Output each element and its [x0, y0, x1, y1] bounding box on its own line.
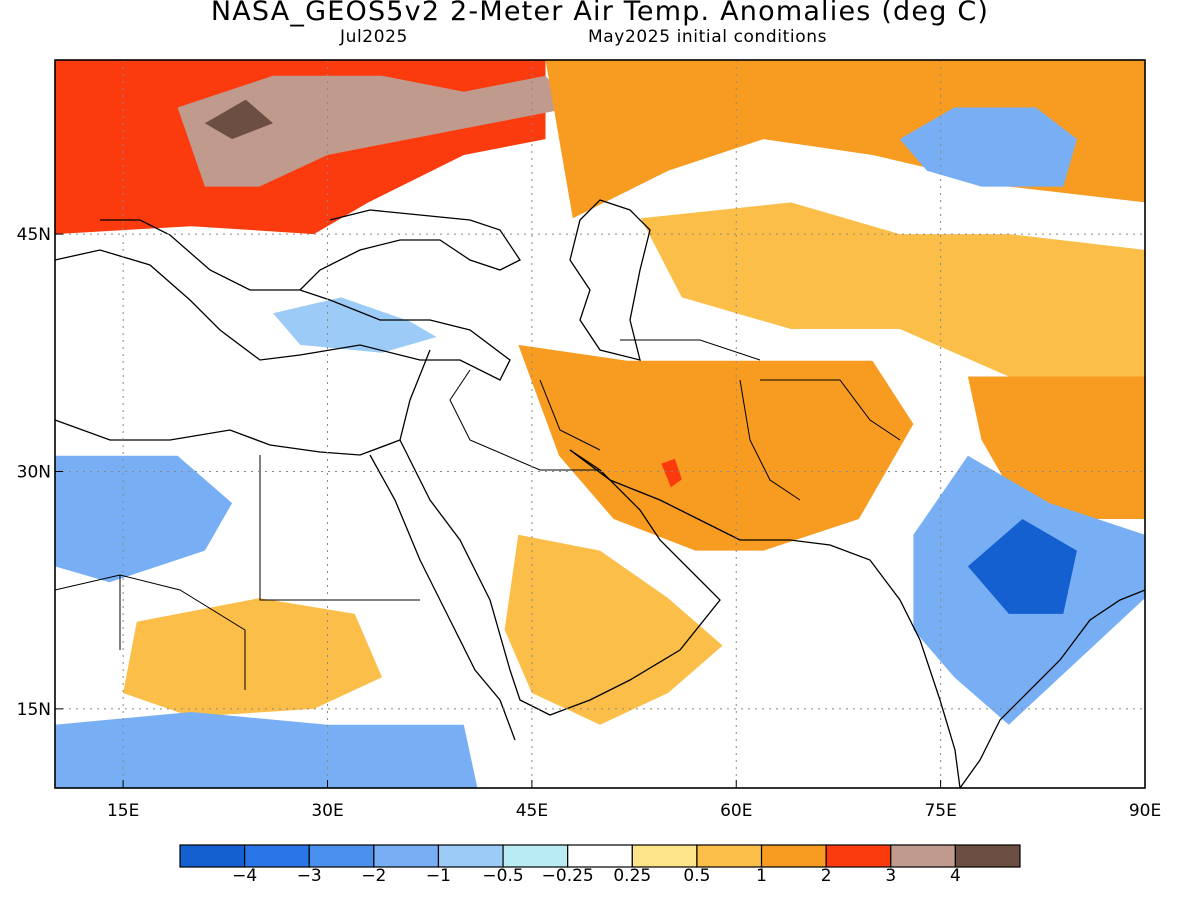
colorbar-swatch: [631, 844, 698, 868]
colorbar-swatch: [308, 844, 375, 868]
colorbar-swatch: [954, 844, 1021, 868]
colorbar-swatch: [760, 844, 827, 868]
colorbar-swatch: [696, 844, 763, 868]
lat-tick-label: 30N: [17, 462, 51, 482]
colorbar-swatch: [373, 844, 440, 868]
colorbar-swatch: [502, 844, 569, 868]
lon-tick-label: 90E: [1129, 801, 1161, 821]
anomaly-region-north-africa-blue: [55, 455, 233, 583]
colorbar-label: −4: [232, 866, 258, 886]
lon-tick-label: 15E: [107, 801, 139, 821]
coastline: [54, 219, 511, 381]
lon-tick-label: 60E: [720, 801, 752, 821]
map-frame: [54, 59, 1146, 789]
colorbar-swatch: [179, 844, 246, 868]
colorbar: [179, 844, 1021, 868]
colorbar-label: −0.25: [541, 866, 594, 886]
anomaly-region-ukraine-max: [204, 99, 273, 140]
colorbar-label: 0.25: [613, 866, 652, 886]
colorbar-label: −2: [361, 866, 387, 886]
valid-month: Jul2025: [340, 27, 408, 47]
anomaly-region-turkey-blue: [273, 297, 437, 353]
anomaly-region-east-africa-blue: [55, 712, 478, 788]
coastline: [54, 349, 431, 456]
lon-tick-label: 30E: [311, 801, 343, 821]
lon-tick-label: 45E: [516, 801, 548, 821]
country-border: [54, 339, 901, 690]
lat-tick-label: 45N: [17, 225, 51, 245]
coastline: [569, 449, 961, 789]
colorbar-label: 4: [949, 866, 961, 886]
axis-ticks: 15E 30E 45E 60E 75E 90E 45N 30N 15N: [17, 225, 1162, 821]
anomaly-region-arabia: [504, 534, 723, 725]
colorbar-label: 0.5: [683, 866, 711, 886]
coastline: [569, 199, 651, 361]
colorbar-swatch: [825, 844, 892, 868]
colorbar-swatch: [567, 844, 633, 868]
colorbar-label: 3: [885, 866, 897, 886]
colorbar-label: −1: [425, 866, 451, 886]
coastline: [959, 589, 1146, 789]
anomaly-region-iran-afghan: [518, 344, 914, 551]
colorbar-swatch: [437, 844, 504, 868]
lat-tick-label: 15N: [17, 700, 51, 720]
coastline: [299, 209, 521, 291]
anomaly-region-mongolia-blue: [899, 107, 1077, 187]
anomaly-region-central-asia-orange: [640, 202, 1145, 377]
colorbar-swatch: [890, 844, 956, 868]
map-title: NASA_GEOS5v2 2-Meter Air Temp. Anomalies…: [210, 0, 990, 27]
colorbar-label: 1: [756, 866, 767, 886]
coastline: [369, 454, 516, 741]
colorbar-swatch: [244, 844, 310, 868]
coastlines: [54, 199, 1146, 789]
lat-lon-grid: [55, 60, 1145, 788]
anomaly-region-sahel-orange: [123, 598, 382, 717]
colorbar-label: 2: [820, 866, 832, 886]
colorbar-label: −3: [296, 866, 322, 886]
lon-tick-label: 75E: [924, 801, 956, 821]
anomaly-region-ukraine-core: [177, 75, 573, 187]
anomaly-region-india-deep: [967, 519, 1077, 614]
init-conditions: May2025 initial conditions: [588, 27, 828, 47]
colorbar-label: −0.5: [482, 866, 524, 886]
anomaly-region-iran-hot: [661, 458, 682, 488]
coastline: [399, 439, 721, 716]
anomaly-fields: [55, 60, 1145, 788]
